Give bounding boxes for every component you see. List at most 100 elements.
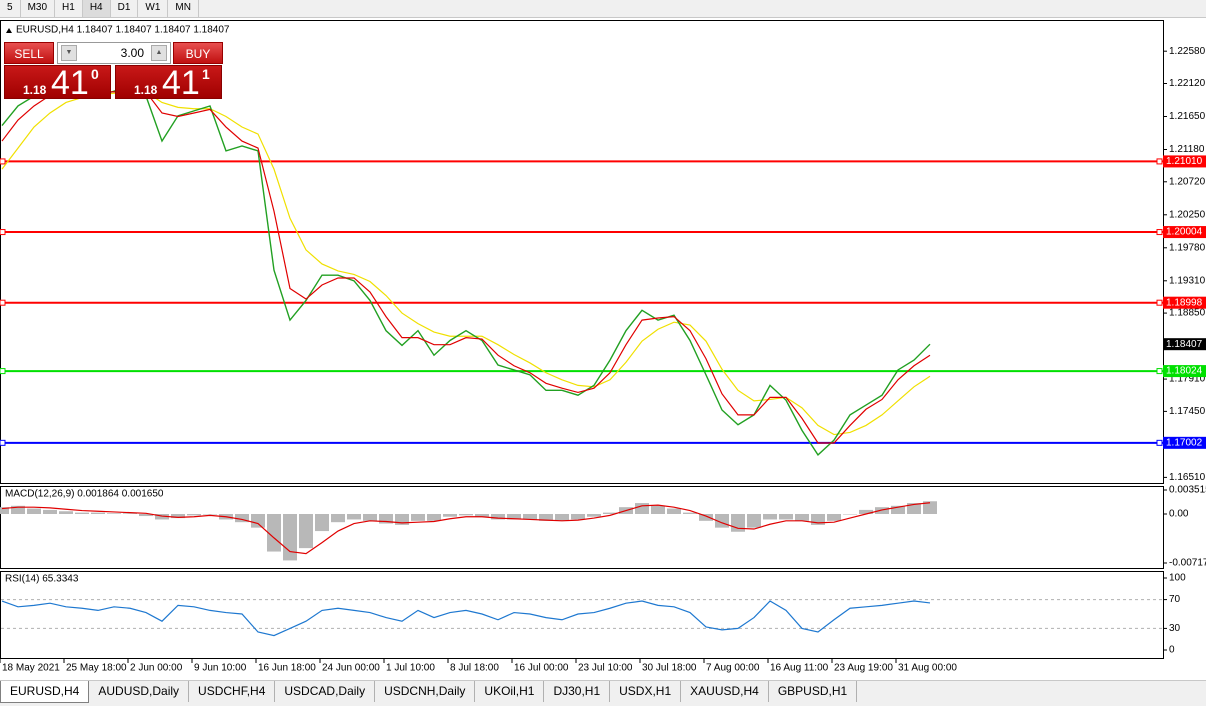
level-handle — [1156, 439, 1163, 446]
timeframe-button[interactable]: H1 — [55, 0, 83, 17]
histogram-bar — [875, 507, 889, 514]
bid-point: 0 — [91, 66, 99, 82]
chart-title: EURUSD,H4 1.18407 1.18407 1.18407 1.1840… — [16, 25, 230, 36]
chart: EURUSD,H4 1.18407 1.18407 1.18407 1.1840… — [0, 18, 1206, 680]
series-line — [1, 502, 931, 555]
level-handle — [1156, 229, 1163, 236]
y-tick-label: 1.21650 — [1169, 111, 1206, 122]
level-label: 1.17002 — [1166, 437, 1203, 448]
y-tick-label: 70 — [1169, 594, 1181, 605]
timeframe-button[interactable]: W1 — [138, 0, 169, 17]
ask-quote[interactable]: 1.18 41 1 — [115, 64, 222, 102]
level-label: 1.20004 — [1166, 227, 1203, 238]
chart-tab[interactable]: AUDUSD,Daily — [89, 681, 190, 702]
y-tick-label: 100 — [1169, 573, 1186, 584]
volume-up[interactable]: ▲ — [151, 45, 167, 61]
chart-tab[interactable]: USDCAD,Daily — [275, 681, 376, 702]
x-tick-label: 1 Jul 10:00 — [386, 663, 435, 674]
x-tick-label: 23 Aug 19:00 — [834, 663, 893, 674]
histogram-bar — [187, 513, 201, 516]
histogram-bar — [75, 512, 89, 514]
chart-background — [0, 18, 1206, 680]
timeframe-button[interactable]: D1 — [111, 0, 139, 17]
last-price-box — [1163, 338, 1206, 351]
histogram-bar — [891, 505, 905, 514]
histogram-bar — [0, 507, 9, 514]
level-label: 1.21010 — [1166, 156, 1203, 167]
histogram-bar — [603, 512, 617, 514]
chart-tab[interactable]: DJ30,H1 — [544, 681, 611, 702]
histogram-bar — [11, 505, 25, 514]
histogram-bar — [155, 513, 169, 520]
x-tick-label: 16 Jun 18:00 — [258, 663, 316, 674]
histogram-bar — [667, 508, 681, 514]
histogram-bar — [779, 513, 793, 520]
chart-tab[interactable]: GBPUSD,H1 — [769, 681, 858, 702]
chart-tab[interactable]: USDCNH,Daily — [375, 681, 476, 702]
y-tick-label: 1.20250 — [1169, 209, 1206, 220]
histogram-bar — [299, 513, 313, 549]
histogram-bar — [315, 513, 329, 532]
x-tick-label: 16 Jul 00:00 — [514, 663, 569, 674]
chart-tabs: EURUSD,H4 AUDUSD,Daily USDCHF,H4 USDCAD,Dai… — [0, 680, 1206, 703]
y-tick-label: 1.19780 — [1169, 242, 1206, 253]
y-tick-label: 1.16510 — [1169, 472, 1206, 483]
y-tick-label: 1.22120 — [1169, 78, 1206, 89]
sell-button[interactable]: SELL — [4, 42, 54, 64]
histogram-bar — [235, 513, 249, 523]
histogram-bar — [427, 513, 441, 521]
histogram-bar — [747, 513, 761, 528]
histogram-bar — [571, 513, 585, 520]
x-tick-label: 7 Aug 00:00 — [706, 663, 760, 674]
x-tick-label: 25 May 18:00 — [66, 663, 127, 674]
series-line — [1, 600, 931, 637]
timeframe-button[interactable]: M30 — [21, 0, 56, 17]
histogram-bar — [763, 513, 777, 520]
histogram-bar — [475, 513, 489, 517]
histogram-bar — [331, 513, 345, 523]
chart-tab[interactable]: USDCHF,H4 — [189, 681, 276, 702]
histogram-bar — [203, 513, 217, 515]
chart-tab[interactable]: USDX,H1 — [610, 681, 682, 702]
timeframe-button[interactable]: H4 — [82, 0, 111, 17]
level-label-box — [1163, 296, 1206, 309]
timeframe-button[interactable]: 5 — [0, 0, 21, 17]
histogram-bar — [251, 513, 265, 528]
last-price-label: 1.18407 — [1166, 339, 1203, 350]
rsi-title: RSI(14) 65.3343 — [5, 574, 79, 585]
histogram-bar — [491, 513, 505, 520]
histogram-bar — [59, 511, 73, 514]
x-tick-label: 9 Jun 10:00 — [194, 663, 247, 674]
histogram-bar — [107, 513, 121, 514]
x-tick-label: 31 Aug 00:00 — [898, 663, 957, 674]
volume-value[interactable]: 3.00 — [120, 46, 144, 60]
level-label-box — [1163, 226, 1206, 239]
y-tick-label: 1.20720 — [1169, 176, 1206, 187]
y-tick-label: 0 — [1169, 645, 1175, 656]
y-tick-label: 0.003515 — [1169, 485, 1206, 496]
level-handle — [0, 158, 6, 165]
buy-button[interactable]: BUY — [173, 42, 223, 64]
histogram-bar — [347, 513, 361, 520]
chart-tab[interactable]: EURUSD,H4 — [0, 681, 90, 703]
chart-tab[interactable]: UKOil,H1 — [475, 681, 545, 702]
level-handle — [1156, 299, 1163, 306]
x-tick-label: 18 May 2021 — [2, 663, 60, 674]
histogram-bar — [395, 513, 409, 525]
histogram-bar — [411, 513, 425, 521]
series-line — [1, 89, 931, 444]
histogram-bar — [587, 513, 601, 517]
macd-title: MACD(12,26,9) 0.001864 0.001650 — [5, 489, 164, 500]
level-label: 1.18024 — [1166, 366, 1203, 377]
histogram-bar — [795, 513, 809, 521]
histogram-bar — [635, 503, 649, 514]
rsi-panel-frame — [0, 571, 1164, 659]
volume-down[interactable]: ▼ — [61, 45, 77, 61]
volume-box[interactable]: ▼ 3.00 ▲ — [57, 42, 171, 64]
bid-quote[interactable]: 1.18 41 0 — [4, 64, 111, 102]
chart-tab[interactable]: XAUUSD,H4 — [681, 681, 769, 702]
x-tick-label: 8 Jul 18:00 — [450, 663, 499, 674]
histogram-bar — [43, 509, 57, 514]
timeframe-button[interactable]: MN — [168, 0, 199, 17]
